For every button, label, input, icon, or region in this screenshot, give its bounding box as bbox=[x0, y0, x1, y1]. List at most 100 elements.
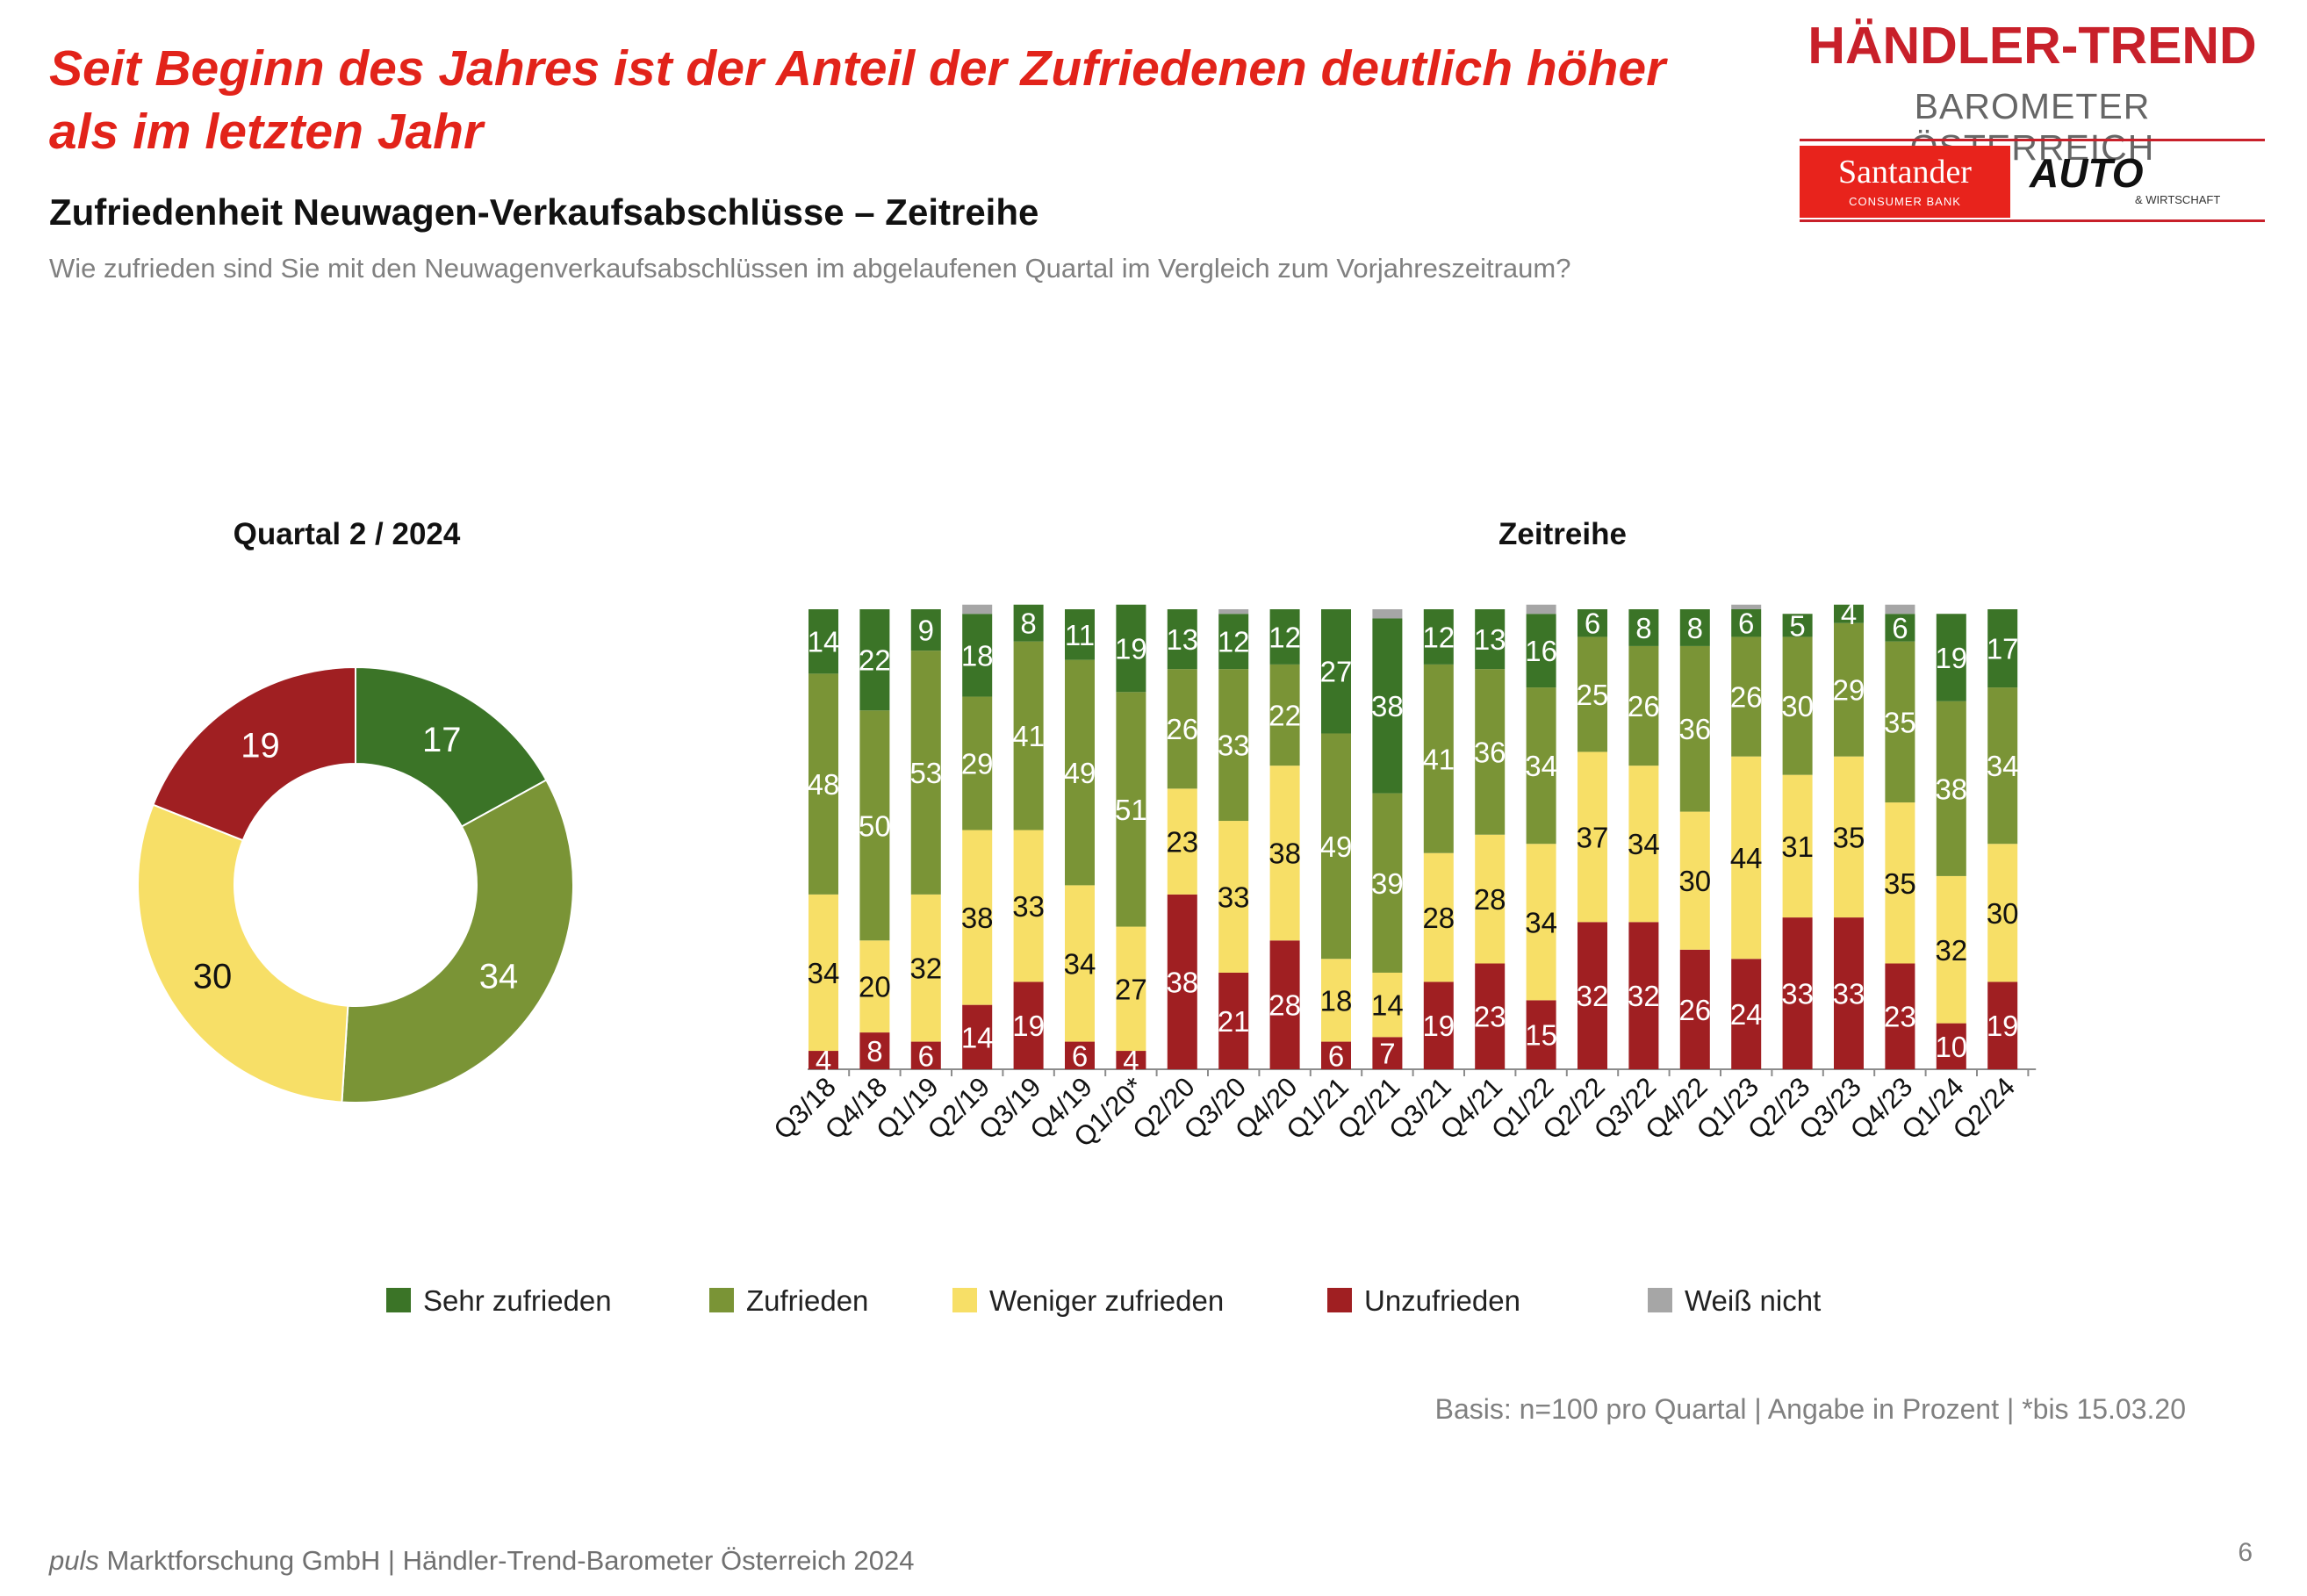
bar-segment-zufrieden bbox=[1578, 636, 1607, 752]
bar-value-label: 31 bbox=[1781, 830, 1814, 863]
bar-value-label: 33 bbox=[1218, 881, 1250, 914]
bar-value-label: 12 bbox=[1422, 621, 1455, 653]
legend-label: Weiß nicht bbox=[1685, 1284, 1822, 1317]
donut-value-label: 34 bbox=[479, 957, 519, 996]
bar-segment-unzufrieden bbox=[1987, 981, 2018, 1069]
legend-label: Zufrieden bbox=[746, 1284, 869, 1317]
bar-segment-zufrieden bbox=[1065, 659, 1095, 886]
bar-segment-weniger-zufrieden bbox=[1578, 751, 1607, 923]
bar-segment-unzufrieden bbox=[1269, 940, 1300, 1069]
legend-label: Unzufrieden bbox=[1364, 1284, 1520, 1317]
bar-segment-zufrieden bbox=[1628, 645, 1659, 766]
bar-segment-unzufrieden bbox=[910, 1041, 941, 1069]
bar-segment-sehr-zufrieden bbox=[1885, 614, 1915, 642]
bar-value-label: 44 bbox=[1730, 842, 1763, 874]
bar-segment-sehr-zufrieden bbox=[1578, 609, 1607, 637]
bar-segment-sehr-zufrieden bbox=[1475, 609, 1506, 670]
bar-segment-sehr-zufrieden bbox=[1526, 614, 1556, 688]
bar-segment-sehr-zufrieden bbox=[1731, 609, 1762, 637]
legend-weiss-nicht: Weiß nicht bbox=[1648, 1284, 1821, 1318]
bar-segment-zufrieden bbox=[1782, 636, 1813, 775]
bar-value-label: 25 bbox=[1577, 679, 1609, 711]
bar-value-label: 33 bbox=[1833, 978, 1865, 1010]
bar-segment-sehr-zufrieden bbox=[1834, 604, 1864, 623]
bar-value-label: 49 bbox=[1064, 757, 1096, 789]
bar-value-label: 9 bbox=[918, 615, 934, 647]
bar-value-label: 38 bbox=[961, 902, 994, 934]
bar-value-label: 16 bbox=[1525, 635, 1557, 667]
bar-value-label: 19 bbox=[1012, 1010, 1045, 1042]
donut-slice-sehr-zufrieden bbox=[355, 665, 548, 828]
bar-segment-weniger-zufrieden bbox=[809, 894, 838, 1052]
bar-value-label: 24 bbox=[1730, 998, 1763, 1031]
bar-value-label: 19 bbox=[1987, 1010, 2019, 1042]
bar-segment-weniger-zufrieden bbox=[1628, 766, 1659, 923]
headline: Seit Beginn des Jahres ist der Anteil de… bbox=[49, 40, 1666, 160]
bar-segment-unzufrieden bbox=[1321, 1041, 1351, 1069]
legend-label: Sehr zufrieden bbox=[423, 1284, 612, 1317]
bar-segment-zufrieden bbox=[1218, 669, 1249, 822]
bar-segment-weiss-nicht bbox=[1218, 609, 1249, 615]
bar-segment-zufrieden bbox=[809, 673, 838, 895]
bar-value-label: 14 bbox=[961, 1021, 994, 1053]
bar-segment-sehr-zufrieden bbox=[1321, 609, 1351, 734]
donut-value-label: 17 bbox=[422, 721, 462, 759]
bar-segment-zufrieden bbox=[1269, 664, 1300, 766]
bar-value-label: 6 bbox=[1585, 607, 1600, 640]
bar-segment-unzufrieden bbox=[1936, 1023, 1966, 1069]
legend-unzufrieden: Unzufrieden bbox=[1327, 1284, 1520, 1318]
bar-segment-weniger-zufrieden bbox=[1834, 756, 1864, 918]
bar-value-label: 38 bbox=[1371, 690, 1404, 723]
bar-value-label: 14 bbox=[1371, 989, 1404, 1022]
bar-segment-unzufrieden bbox=[1372, 1037, 1403, 1069]
bar-value-label: 6 bbox=[1328, 1039, 1344, 1072]
bar-segment-unzufrieden bbox=[1218, 972, 1249, 1069]
bar-segment-unzufrieden bbox=[1782, 917, 1813, 1069]
bar-segment-unzufrieden bbox=[962, 1004, 993, 1069]
bar-segment-weniger-zufrieden bbox=[962, 830, 993, 1005]
legend-weniger-zufrieden: Weniger zufrieden bbox=[952, 1284, 1224, 1318]
bar-segment-sehr-zufrieden bbox=[1116, 604, 1146, 693]
bar-segment-zufrieden bbox=[1834, 622, 1864, 757]
survey-question: Wie zufrieden sind Sie mit den Neuwagenv… bbox=[49, 253, 1571, 284]
bar-segment-weniger-zufrieden bbox=[1423, 852, 1454, 982]
logo-divider-bottom bbox=[1800, 219, 2265, 222]
bar-segment-sehr-zufrieden bbox=[1987, 609, 2018, 688]
bar-segment-sehr-zufrieden bbox=[1423, 609, 1454, 665]
bar-value-label: 23 bbox=[1884, 1001, 1916, 1033]
bar-value-label: 28 bbox=[1268, 989, 1301, 1022]
bar-value-label: 11 bbox=[1065, 619, 1095, 651]
donut-slice-zufrieden bbox=[341, 779, 574, 1104]
bar-segment-sehr-zufrieden bbox=[1013, 604, 1044, 642]
donut-slice-weniger-zufrieden bbox=[137, 803, 349, 1104]
bar-segment-weniger-zufrieden bbox=[1885, 802, 1915, 964]
legend-swatch bbox=[952, 1288, 977, 1313]
bar-segment-zufrieden bbox=[1116, 692, 1146, 927]
bar-segment-weniger-zufrieden bbox=[1475, 834, 1506, 964]
bar-segment-sehr-zufrieden bbox=[859, 609, 890, 711]
bar-value-label: 50 bbox=[859, 809, 891, 842]
bar-value-label: 32 bbox=[909, 953, 942, 985]
bar-value-label: 8 bbox=[1635, 612, 1651, 644]
bar-segment-zufrieden bbox=[1731, 636, 1762, 757]
bar-value-label: 4 bbox=[1123, 1045, 1139, 1077]
bar-value-label: 41 bbox=[1012, 720, 1045, 752]
bar-value-label: 10 bbox=[1935, 1031, 1967, 1063]
bar-value-label: 6 bbox=[1738, 607, 1754, 640]
bar-segment-unzufrieden bbox=[1526, 1000, 1556, 1069]
bar-value-label: 33 bbox=[1218, 730, 1250, 762]
bar-segment-sehr-zufrieden bbox=[1218, 614, 1249, 670]
bar-segment-zufrieden bbox=[1321, 733, 1351, 960]
bar-value-label: 30 bbox=[1781, 690, 1814, 723]
bar-segment-zufrieden bbox=[1885, 641, 1915, 803]
bar-value-label: 38 bbox=[1268, 838, 1301, 870]
bar-value-label: 28 bbox=[1474, 883, 1506, 916]
bar-value-label: 30 bbox=[1678, 865, 1711, 897]
bar-segment-weniger-zufrieden bbox=[1987, 844, 2018, 982]
logo-title: HÄNDLER-TREND bbox=[1808, 17, 2257, 75]
bar-value-label: 26 bbox=[1730, 681, 1763, 714]
footer-text: Marktforschung GmbH | Händler-Trend-Baro… bbox=[98, 1545, 915, 1576]
bar-chart-title: Zeitreihe bbox=[1498, 517, 1627, 551]
bar-value-label: 5 bbox=[1789, 609, 1805, 642]
